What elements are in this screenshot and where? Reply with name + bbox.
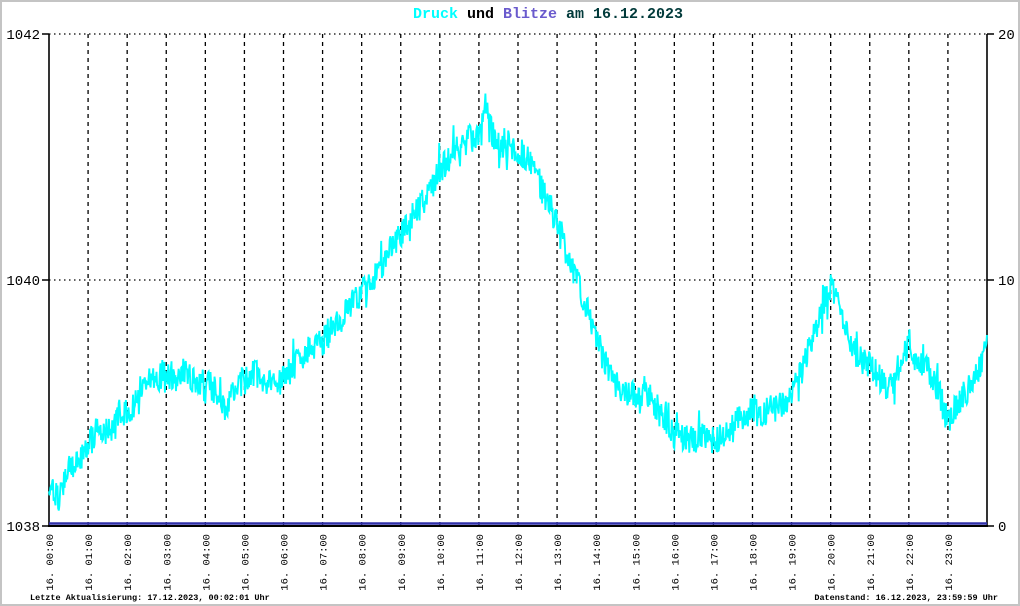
x-tick-label: 16. 06:00	[280, 534, 292, 591]
right-tick-label: 20	[998, 28, 1015, 44]
x-tick-label: 16. 16:00	[670, 534, 682, 591]
chart-title: Druck und Blitze am 16.12.2023	[78, 6, 1018, 23]
x-tick-label: 16. 01:00	[84, 534, 96, 591]
x-tick-label: 16. 19:00	[788, 534, 800, 591]
x-tick-label: 16. 20:00	[827, 534, 839, 591]
axes	[42, 33, 994, 527]
title-date: am 16.12.2023	[557, 6, 684, 23]
title-series-blitze: Blitze	[502, 6, 557, 23]
x-tick-label: 16. 10:00	[436, 534, 448, 591]
x-tick-label: 16. 18:00	[749, 534, 761, 591]
grid	[49, 33, 987, 526]
x-tick-label: 16. 17:00	[709, 534, 721, 591]
x-tick-label: 16. 09:00	[397, 534, 409, 591]
left-tick-label: 1040	[6, 274, 40, 290]
x-tick-label: 16. 13:00	[553, 534, 565, 591]
x-tick-label: 16. 04:00	[201, 534, 213, 591]
x-tick-label: 16. 14:00	[592, 534, 604, 591]
left-tick-label: 1038	[6, 520, 40, 536]
x-tick-label: 16. 05:00	[240, 534, 252, 591]
x-tick-label: 16. 22:00	[905, 534, 917, 591]
right-axis-labels: 20 10 0	[998, 28, 1015, 536]
x-tick-label: 16. 03:00	[162, 534, 174, 591]
x-axis-labels: 16. 00:00 16. 01:00 16. 02:00 16. 03:00 16. …	[45, 534, 956, 591]
x-tick-label: 16. 11:00	[475, 534, 487, 591]
title-connector-und: und	[457, 6, 503, 23]
x-tick-label: 16. 21:00	[866, 534, 878, 591]
title-series-druck: Druck	[412, 6, 458, 23]
x-tick-label: 16. 15:00	[631, 534, 643, 591]
left-axis-labels: 1042 1040 1038	[6, 28, 40, 536]
x-tick-label: 16. 00:00	[45, 534, 57, 591]
x-tick-label: 16. 02:00	[123, 534, 135, 591]
x-tick-label: 16. 07:00	[319, 534, 331, 591]
right-tick-label: 10	[998, 274, 1015, 290]
last-update-text: Letzte Aktualisierung: 17.12.2023, 00:02…	[30, 593, 270, 603]
right-tick-label: 0	[998, 520, 1006, 536]
x-tick-label: 16. 08:00	[358, 534, 370, 591]
data-state-text: Datenstand: 16.12.2023, 23:59:59 Uhr	[814, 593, 998, 603]
left-tick-label: 1042	[6, 28, 40, 44]
pressure-series-line	[48, 93, 988, 511]
x-tick-label: 16. 12:00	[514, 534, 526, 591]
x-tick-label: 16. 23:00	[944, 534, 956, 591]
